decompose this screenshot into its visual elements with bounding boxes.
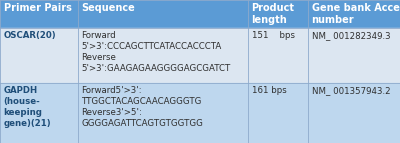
Text: OSCAR(20): OSCAR(20) bbox=[4, 31, 56, 40]
Bar bbox=[0, 0, 400, 28]
Text: Sequence: Sequence bbox=[82, 3, 135, 13]
Bar bbox=[0, 28, 400, 83]
Bar bbox=[0, 83, 400, 143]
Text: Product
length: Product length bbox=[252, 3, 294, 25]
Text: 161 bps: 161 bps bbox=[252, 86, 286, 95]
Text: 151    bps: 151 bps bbox=[252, 31, 294, 40]
Text: Forward
5'>3':CCCAGCTTCATACCACCCTA
Reverse
5'>3':GAAGAGAAGGGGAGCGATCT: Forward 5'>3':CCCAGCTTCATACCACCCTA Rever… bbox=[82, 31, 231, 73]
Text: Forward5'>3':
TTGGCTACAGCAACAGGGTG
Reverse3'>5':
GGGGAGATTCAGTGTGGTGG: Forward5'>3': TTGGCTACAGCAACAGGGTG Rever… bbox=[82, 86, 203, 128]
Text: NM_ 001282349.3: NM_ 001282349.3 bbox=[312, 31, 390, 40]
Text: Gene bank Accession
number: Gene bank Accession number bbox=[312, 3, 400, 25]
Text: GAPDH
(house-
keeping
gene)(21): GAPDH (house- keeping gene)(21) bbox=[4, 86, 51, 128]
Text: Primer Pairs: Primer Pairs bbox=[4, 3, 71, 13]
Text: NM_ 001357943.2: NM_ 001357943.2 bbox=[312, 86, 390, 95]
